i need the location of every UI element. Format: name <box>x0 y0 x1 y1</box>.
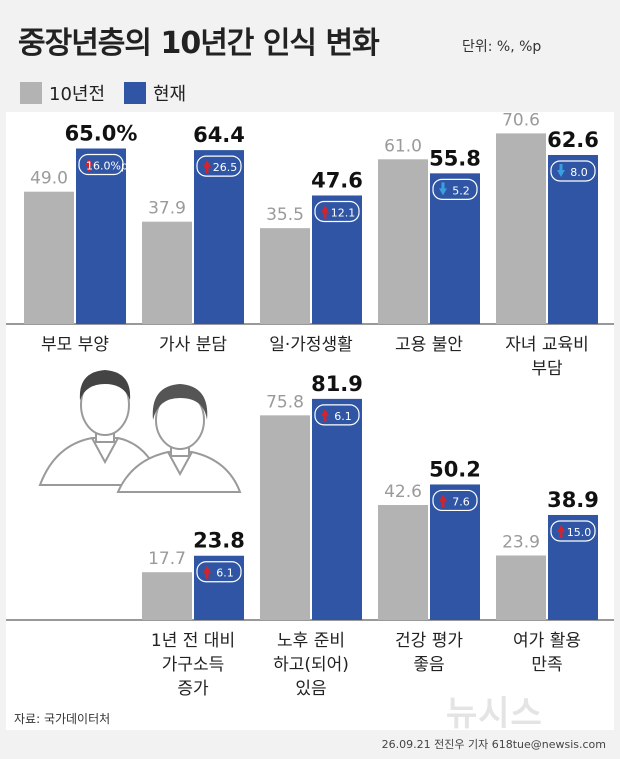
change-label: 6.1 <box>334 410 352 423</box>
bar-after <box>430 484 480 620</box>
category-label: 좋음 <box>413 655 444 675</box>
change-label: 5.2 <box>452 184 470 197</box>
bar-after <box>194 555 244 620</box>
change-label: 8.0 <box>570 166 588 179</box>
arrow-up-icon <box>557 524 565 538</box>
value-label-before: 37.9 <box>148 199 186 219</box>
category-label: 있음 <box>295 679 326 699</box>
change-label: 16.0%p <box>86 160 128 173</box>
value-label-before: 35.5 <box>266 205 304 225</box>
category-label: 여가 활용 <box>513 631 581 651</box>
value-label-before: 23.9 <box>502 532 540 552</box>
category-label: 노후 준비 <box>277 631 345 651</box>
category-label: 고용 불안 <box>395 335 463 355</box>
value-label-after: 47.6 <box>311 168 363 192</box>
category-label: 부모 부양 <box>41 335 109 355</box>
legend-swatch-before <box>20 82 42 104</box>
category-label: 자녀 교육비 <box>505 335 589 355</box>
arrow-up-icon <box>203 160 211 174</box>
bar-before <box>24 191 74 324</box>
value-label-after: 64.4 <box>193 123 245 147</box>
value-label-before: 70.6 <box>502 110 540 130</box>
bar-after <box>548 514 598 620</box>
value-label-after: 65.0% <box>65 122 138 146</box>
people-illustration-icon <box>38 370 242 493</box>
value-label-before: 75.8 <box>266 392 304 412</box>
chart-title: 중장년층의 10년간 인식 변화 <box>18 26 380 61</box>
category-label: 만족 <box>531 655 562 675</box>
change-label: 26.5 <box>213 161 238 174</box>
bar-before <box>496 133 546 324</box>
value-label-before: 61.0 <box>384 136 422 156</box>
bar-before <box>378 159 428 324</box>
change-badge <box>78 153 124 176</box>
arrow-down-icon <box>557 163 565 177</box>
value-label-after: 81.9 <box>311 372 363 396</box>
bar-before <box>260 415 310 620</box>
category-label: 증가 <box>177 679 209 699</box>
category-label: 부담 <box>531 359 563 379</box>
legend-item-before: 10년전 <box>20 80 105 106</box>
change-label: 6.1 <box>216 567 234 580</box>
bar-after <box>194 150 244 324</box>
category-label: 하고(되어) <box>273 655 349 675</box>
bar-after <box>548 154 598 324</box>
bar-after <box>312 398 362 620</box>
change-badge <box>196 561 242 583</box>
arrow-up-icon <box>321 205 329 219</box>
category-label: 일·가정생활 <box>269 335 353 355</box>
bar-before <box>142 572 192 620</box>
bar-before <box>496 555 546 620</box>
change-badge <box>550 520 596 542</box>
credit-line: 26.09.21 전진우 기자 618tue@newsis.com <box>381 738 606 751</box>
bar-before <box>142 221 192 324</box>
source-note: 자료: 국가데이터처 <box>14 712 111 726</box>
arrow-down-icon <box>439 182 447 196</box>
category-label: 1년 전 대비 <box>151 631 235 651</box>
watermark: 뉴시스 <box>446 694 543 734</box>
arrow-up-icon <box>439 494 447 508</box>
change-badge <box>314 200 360 223</box>
change-label: 15.0 <box>567 526 592 539</box>
legend-label-before: 10년전 <box>49 84 106 105</box>
change-label: 12.1 <box>331 206 356 219</box>
category-label: 가구소득 <box>162 655 225 675</box>
bar-before <box>260 228 310 324</box>
category-label: 건강 평가 <box>395 631 463 651</box>
value-label-after: 38.9 <box>547 488 599 512</box>
unit-label: 단위: %, %p <box>462 39 542 55</box>
value-label-before: 17.7 <box>148 549 186 569</box>
bar-after <box>76 148 126 324</box>
change-badge <box>550 160 596 182</box>
change-badge <box>196 155 242 177</box>
change-badge <box>432 178 478 200</box>
arrow-up-icon <box>203 565 211 579</box>
value-label-after: 55.8 <box>429 146 481 170</box>
arrow-up-icon <box>321 408 329 422</box>
value-label-before: 42.6 <box>384 482 422 502</box>
value-label-after: 62.6 <box>547 128 599 152</box>
legend-item-after: 현재 <box>124 80 186 106</box>
category-label: 가사 분담 <box>159 335 227 355</box>
legend-label-after: 현재 <box>153 84 187 105</box>
bar-after <box>312 195 362 324</box>
change-badge <box>314 404 360 426</box>
value-label-after: 50.2 <box>429 457 481 481</box>
arrow-up-icon <box>85 158 93 172</box>
change-badge <box>432 489 478 512</box>
value-label-before: 49.0 <box>30 169 68 189</box>
change-label: 7.6 <box>452 495 470 508</box>
legend-swatch-after <box>124 82 146 104</box>
value-label-after: 23.8 <box>193 529 245 553</box>
bar-before <box>378 504 428 620</box>
